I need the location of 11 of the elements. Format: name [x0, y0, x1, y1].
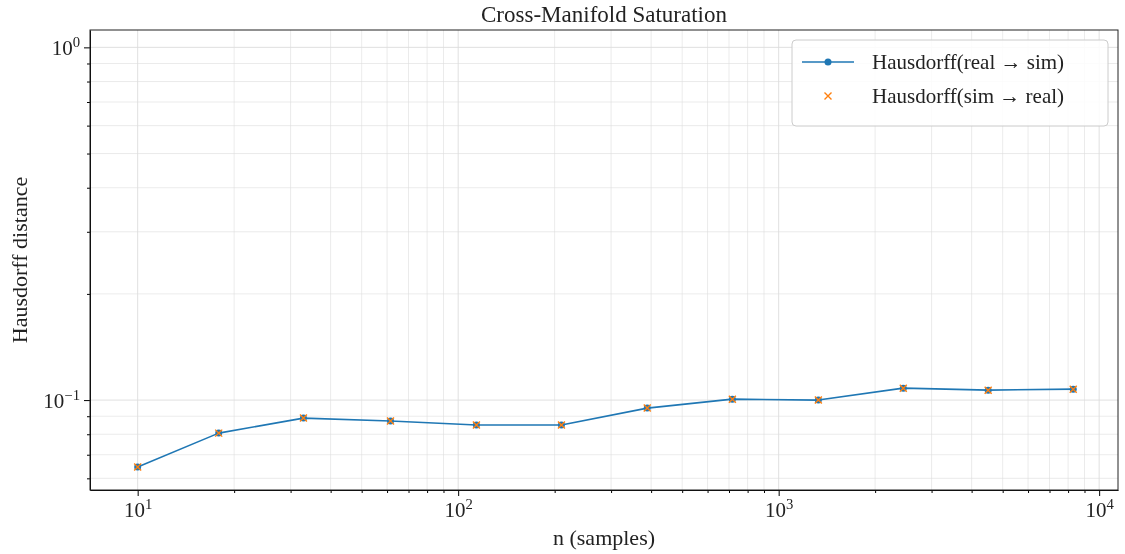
y-tick-label: 10$^{0}$: [51, 34, 80, 61]
y-tick-label: 10$^{−1}$: [43, 386, 80, 413]
x-tick-label: 10$^{2}$: [444, 496, 473, 522]
x-tick-label: 10$^{1}$: [124, 496, 153, 522]
x-tick-label: 10$^{4}$: [1085, 496, 1115, 522]
legend-label: Hausdorff(sim → real): [872, 84, 1065, 109]
y-axis-title: Hausdorff distance: [7, 176, 32, 344]
x-axis-title: n (samples): [552, 525, 656, 550]
x-tick-label: 10$^{3}$: [764, 496, 794, 522]
chart-title: Cross-Manifold Saturation: [481, 2, 728, 27]
legend-label: Hausdorff(real → sim): [872, 50, 1065, 75]
